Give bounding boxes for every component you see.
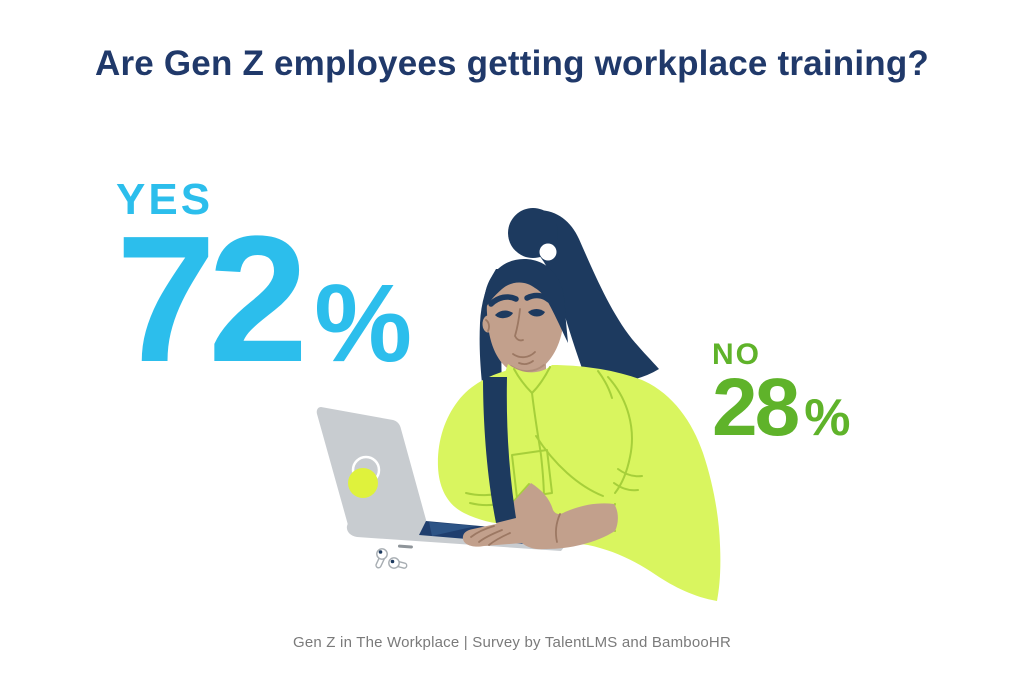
lid-sticker (348, 468, 378, 498)
yes-label: YES (116, 175, 214, 224)
no-percent-sign: % (804, 389, 851, 447)
front-hair (483, 259, 568, 343)
hands (462, 483, 618, 550)
earbuds-icon (375, 548, 408, 569)
shirt (437, 364, 721, 601)
chest-pocket (511, 449, 553, 499)
no-label: NO (712, 338, 761, 371)
no-value-line: 28% (712, 367, 850, 449)
mouth (512, 351, 536, 359)
left-eye (495, 310, 513, 319)
hair-tie (539, 243, 557, 261)
hair-strand-front (483, 377, 516, 523)
base-slot (397, 544, 413, 549)
woman-laptop-illustration (316, 208, 721, 601)
yes-value: 72 (116, 199, 308, 400)
source-attribution: Gen Z in The Workplace | Survey by Talen… (292, 634, 731, 651)
page-title: Are Gen Z employees getting workplace tr… (94, 44, 930, 83)
left-eyebrow (488, 294, 519, 307)
collar-seam (513, 366, 551, 394)
no-value: 28 (712, 362, 800, 453)
yes-stat: YES 72% (116, 178, 412, 390)
no-stat: NO 28% (712, 340, 850, 449)
yes-value-line: 72% (116, 210, 412, 390)
typing-hands (462, 483, 618, 550)
right-eye (528, 309, 545, 317)
yes-percent-sign: % (314, 262, 413, 385)
shirt-body (502, 364, 721, 601)
